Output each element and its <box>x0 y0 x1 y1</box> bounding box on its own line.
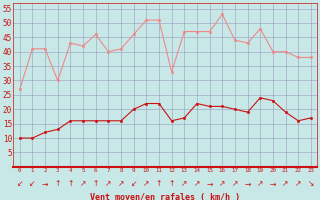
Text: ↙: ↙ <box>131 179 137 188</box>
Text: ↙: ↙ <box>29 179 36 188</box>
Text: ↗: ↗ <box>118 179 124 188</box>
Text: ↗: ↗ <box>105 179 112 188</box>
Text: ↗: ↗ <box>282 179 289 188</box>
Text: ↑: ↑ <box>67 179 74 188</box>
Text: ↗: ↗ <box>181 179 188 188</box>
X-axis label: Vent moyen/en rafales ( km/h ): Vent moyen/en rafales ( km/h ) <box>90 193 240 200</box>
Text: ↗: ↗ <box>219 179 226 188</box>
Text: ↙: ↙ <box>17 179 23 188</box>
Text: →: → <box>42 179 48 188</box>
Text: ↗: ↗ <box>257 179 263 188</box>
Text: ↗: ↗ <box>194 179 200 188</box>
Text: ↗: ↗ <box>295 179 301 188</box>
Text: ↑: ↑ <box>156 179 162 188</box>
Text: ↗: ↗ <box>80 179 86 188</box>
Text: ↑: ↑ <box>54 179 61 188</box>
Text: →: → <box>206 179 213 188</box>
Text: ↗: ↗ <box>232 179 238 188</box>
Text: ↘: ↘ <box>308 179 314 188</box>
Text: ↗: ↗ <box>143 179 149 188</box>
Text: ↑: ↑ <box>92 179 99 188</box>
Text: ↑: ↑ <box>168 179 175 188</box>
Text: →: → <box>244 179 251 188</box>
Text: →: → <box>270 179 276 188</box>
